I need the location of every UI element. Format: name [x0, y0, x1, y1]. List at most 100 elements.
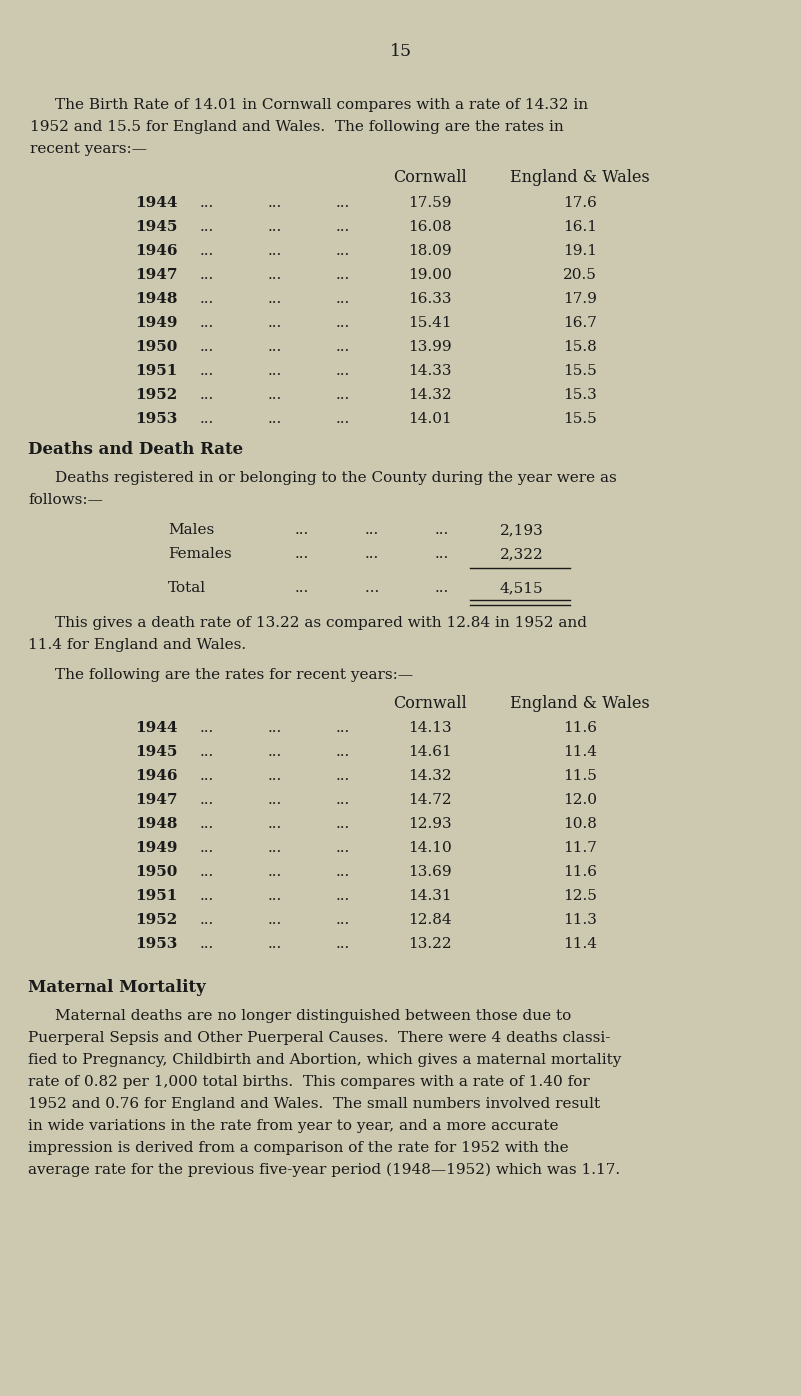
Text: 13.69: 13.69: [409, 866, 452, 879]
Text: 12.0: 12.0: [563, 793, 597, 807]
Text: 18.09: 18.09: [409, 244, 452, 258]
Text: Puerperal Sepsis and Other Puerperal Causes.  There were 4 deaths classi-: Puerperal Sepsis and Other Puerperal Cau…: [28, 1032, 610, 1046]
Text: ...: ...: [336, 364, 350, 378]
Text: 1949: 1949: [135, 315, 178, 329]
Text: ...: ...: [336, 745, 350, 759]
Text: ...: ...: [200, 268, 214, 282]
Text: 1952 and 15.5 for England and Wales.  The following are the rates in: 1952 and 15.5 for England and Wales. The…: [30, 120, 564, 134]
Text: 15.5: 15.5: [563, 364, 597, 378]
Text: impression is derived from a comparison of the rate for 1952 with the: impression is derived from a comparison …: [28, 1141, 569, 1154]
Text: ...: ...: [268, 244, 282, 258]
Text: 17.59: 17.59: [409, 195, 452, 209]
Text: ...: ...: [200, 913, 214, 927]
Text: ...: ...: [295, 547, 309, 561]
Text: 12.84: 12.84: [409, 913, 452, 927]
Text: 1950: 1950: [135, 866, 177, 879]
Text: 16.1: 16.1: [563, 221, 597, 235]
Text: 11.4 for England and Wales.: 11.4 for England and Wales.: [28, 638, 246, 652]
Text: Cornwall: Cornwall: [393, 694, 467, 712]
Text: ...: ...: [336, 769, 350, 783]
Text: ...: ...: [336, 268, 350, 282]
Text: 14.01: 14.01: [409, 412, 452, 426]
Text: 16.08: 16.08: [409, 221, 452, 235]
Text: ...: ...: [295, 581, 309, 595]
Text: 14.10: 14.10: [409, 840, 452, 854]
Text: ...: ...: [200, 817, 214, 831]
Text: 1946: 1946: [135, 244, 178, 258]
Text: ...: ...: [268, 412, 282, 426]
Text: 11.4: 11.4: [563, 745, 597, 759]
Text: 13.22: 13.22: [409, 937, 452, 951]
Text: 11.4: 11.4: [563, 937, 597, 951]
Text: ...: ...: [365, 581, 384, 595]
Text: ...: ...: [200, 388, 214, 402]
Text: ...: ...: [268, 840, 282, 854]
Text: Maternal Mortality: Maternal Mortality: [28, 980, 206, 997]
Text: The Birth Rate of 14.01 in Cornwall compares with a rate of 14.32 in: The Birth Rate of 14.01 in Cornwall comp…: [55, 98, 588, 112]
Text: Maternal deaths are no longer distinguished between those due to: Maternal deaths are no longer distinguis…: [55, 1009, 571, 1023]
Text: 15.8: 15.8: [563, 341, 597, 355]
Text: 14.31: 14.31: [409, 889, 452, 903]
Text: ...: ...: [200, 769, 214, 783]
Text: ...: ...: [200, 292, 214, 306]
Text: average rate for the previous five-year period (1948—1952) which was 1.17.: average rate for the previous five-year …: [28, 1163, 620, 1177]
Text: ...: ...: [336, 866, 350, 879]
Text: 1951: 1951: [135, 364, 177, 378]
Text: ...: ...: [268, 720, 282, 736]
Text: ...: ...: [336, 388, 350, 402]
Text: 14.72: 14.72: [409, 793, 452, 807]
Text: Males: Males: [168, 524, 214, 537]
Text: ...: ...: [268, 866, 282, 879]
Text: ...: ...: [200, 889, 214, 903]
Text: follows:—: follows:—: [28, 493, 103, 507]
Text: 1944: 1944: [135, 720, 178, 736]
Text: 4,515: 4,515: [500, 581, 544, 595]
Text: ...: ...: [268, 388, 282, 402]
Text: 16.33: 16.33: [409, 292, 452, 306]
Text: England & Wales: England & Wales: [510, 169, 650, 187]
Text: ...: ...: [268, 913, 282, 927]
Text: 19.1: 19.1: [563, 244, 597, 258]
Text: ...: ...: [200, 341, 214, 355]
Text: 11.6: 11.6: [563, 720, 597, 736]
Text: ...: ...: [268, 292, 282, 306]
Text: 14.32: 14.32: [409, 388, 452, 402]
Text: 15.3: 15.3: [563, 388, 597, 402]
Text: England & Wales: England & Wales: [510, 694, 650, 712]
Text: 11.6: 11.6: [563, 866, 597, 879]
Text: ...: ...: [268, 315, 282, 329]
Text: 1952 and 0.76 for England and Wales.  The small numbers involved result: 1952 and 0.76 for England and Wales. The…: [28, 1097, 600, 1111]
Text: 1950: 1950: [135, 341, 177, 355]
Text: 12.5: 12.5: [563, 889, 597, 903]
Text: ...: ...: [435, 524, 449, 537]
Text: rate of 0.82 per 1,000 total births.  This compares with a rate of 1.40 for: rate of 0.82 per 1,000 total births. Thi…: [28, 1075, 590, 1089]
Text: 1945: 1945: [135, 221, 177, 235]
Text: 1945: 1945: [135, 745, 177, 759]
Text: 20.5: 20.5: [563, 268, 597, 282]
Text: 12.93: 12.93: [409, 817, 452, 831]
Text: Females: Females: [168, 547, 231, 561]
Text: 1947: 1947: [135, 268, 178, 282]
Text: Deaths and Death Rate: Deaths and Death Rate: [28, 441, 244, 458]
Text: ...: ...: [268, 221, 282, 235]
Text: ...: ...: [336, 913, 350, 927]
Text: ...: ...: [336, 315, 350, 329]
Text: ...: ...: [200, 745, 214, 759]
Text: ...: ...: [268, 817, 282, 831]
Text: Total: Total: [168, 581, 206, 595]
Text: 15.5: 15.5: [563, 412, 597, 426]
Text: ...: ...: [268, 341, 282, 355]
Text: 14.32: 14.32: [409, 769, 452, 783]
Text: in wide variations in the rate from year to year, and a more accurate: in wide variations in the rate from year…: [28, 1120, 558, 1134]
Text: ...: ...: [365, 524, 379, 537]
Text: ...: ...: [336, 244, 350, 258]
Text: ...: ...: [336, 720, 350, 736]
Text: ...: ...: [200, 315, 214, 329]
Text: ...: ...: [200, 412, 214, 426]
Text: ...: ...: [268, 195, 282, 209]
Text: ...: ...: [336, 840, 350, 854]
Text: 11.3: 11.3: [563, 913, 597, 927]
Text: ...: ...: [268, 889, 282, 903]
Text: ...: ...: [268, 937, 282, 951]
Text: recent years:—: recent years:—: [30, 142, 147, 156]
